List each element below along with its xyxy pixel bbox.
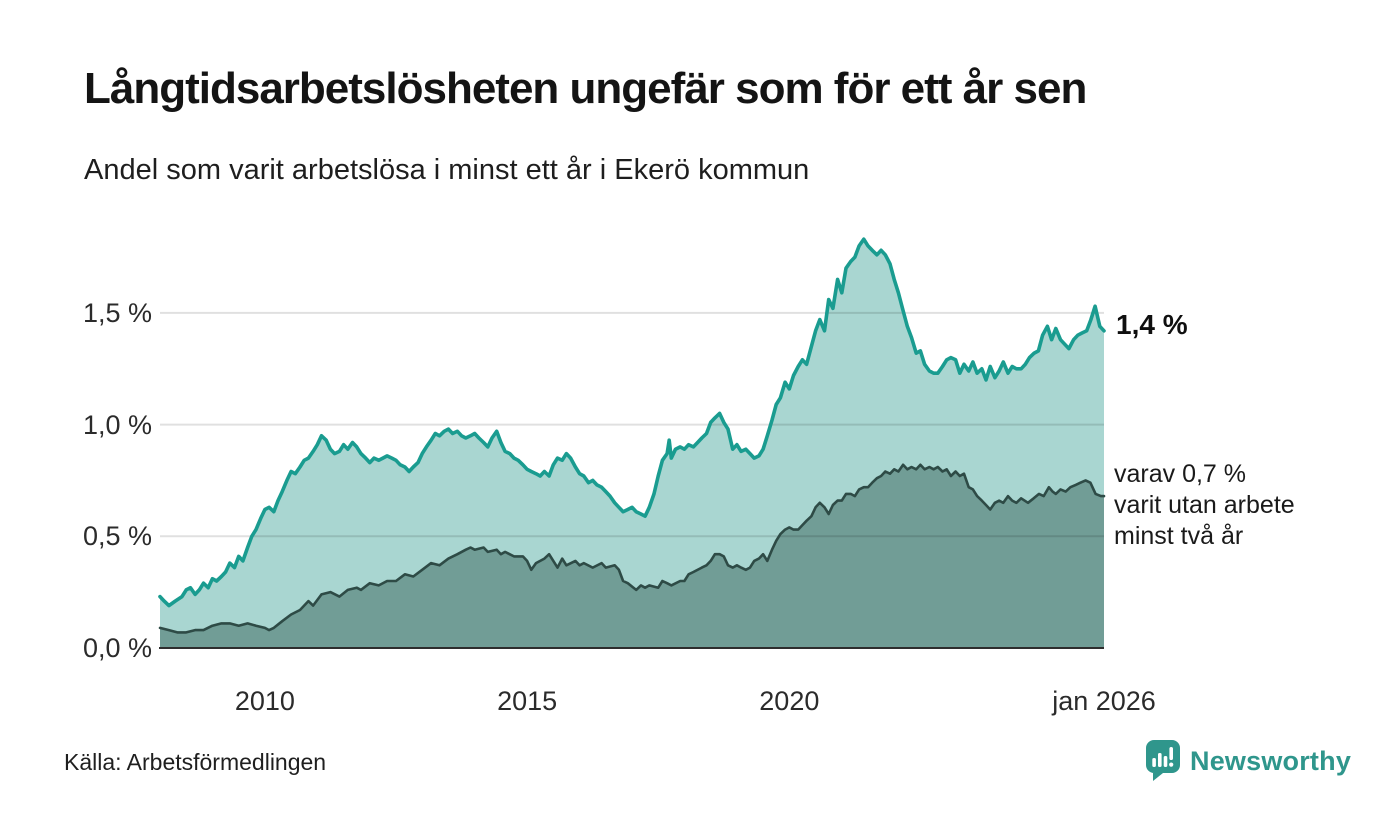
- latest-value-label: 1,4 %: [1116, 309, 1188, 340]
- secondary-series-annotation: varav 0,7 % varit utan arbete minst två …: [1114, 460, 1295, 550]
- y-tick-label: 1,0 %: [82, 409, 152, 440]
- area-fill-min-two-years: [160, 464, 1104, 648]
- chart-subtitle: Andel som varit arbetslösa i minst ett å…: [84, 154, 810, 186]
- newsworthy-logo-icon: [1146, 740, 1181, 787]
- y-tick-label: 0,5 %: [82, 521, 152, 552]
- x-tick-label: 2015: [497, 686, 558, 716]
- brand-lockup: Newsworthy: [1146, 740, 1351, 787]
- brand-name: Newsworthy: [1190, 746, 1352, 776]
- source-caption: Källa: Arbetsförmedlingen: [64, 749, 327, 775]
- x-tick-label: 2020: [759, 686, 820, 716]
- line-min-one-year: [158, 237, 1106, 608]
- x-tick-label: jan 2026: [1052, 686, 1156, 716]
- line-min-two-years: [158, 463, 1106, 634]
- y-tick-label: 1,5 %: [82, 297, 152, 328]
- chart-title: Långtidsarbetslösheten ungefär som för e…: [84, 64, 1087, 113]
- x-tick-label: 2010: [234, 686, 295, 716]
- y-tick-label: 0,0 %: [82, 633, 152, 663]
